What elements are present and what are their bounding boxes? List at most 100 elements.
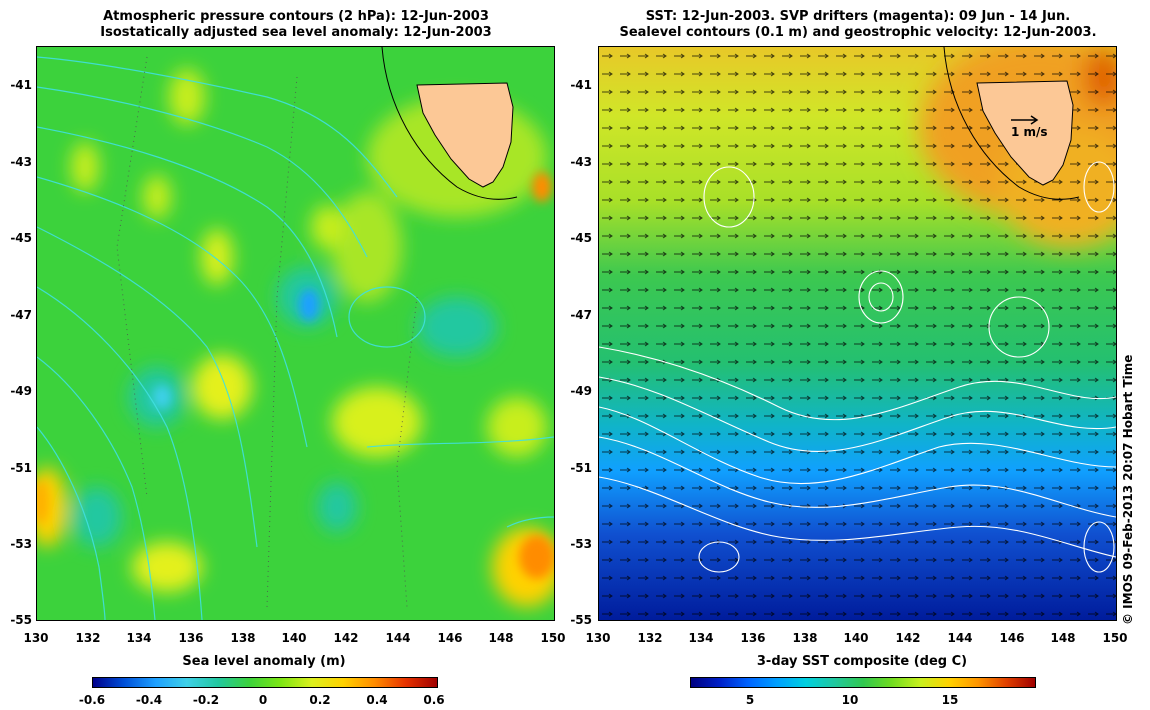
scale-arrow	[1011, 115, 1039, 125]
x-tick-label: 144	[947, 631, 973, 645]
x-tick-label: 140	[843, 631, 869, 645]
drifter-track	[116, 56, 148, 498]
x-tick-label: 130	[585, 631, 611, 645]
x-tick-label: 144	[385, 631, 411, 645]
shelf-contour	[943, 47, 1080, 200]
right-title-line1: SST: 12-Jun-2003. SVP drifters (magenta)…	[645, 9, 1071, 24]
x-tick-label: 142	[333, 631, 359, 645]
x-tick-label: 134	[688, 631, 714, 645]
pressure-contour	[37, 56, 398, 198]
pressure-contour	[37, 126, 338, 338]
sst-colorbar-title: 3-day SST composite (deg C)	[756, 654, 968, 669]
sla-blob	[72, 487, 122, 547]
x-tick-label: 130	[23, 631, 49, 645]
vector-legend-label: 1 m/s	[1011, 125, 1048, 139]
colorbar-tick-label: 5	[745, 693, 755, 707]
sealevel-contour	[868, 282, 894, 312]
y-tick-label: -41	[10, 78, 32, 92]
sealevel-contour	[988, 296, 1050, 358]
shelf-contour	[381, 47, 518, 200]
y-tick-label: -51	[10, 461, 32, 475]
y-tick-label: -55	[570, 613, 592, 627]
sst-colorbar	[690, 677, 1036, 688]
sealevel-contour	[698, 541, 740, 573]
y-tick-label: -53	[10, 537, 32, 551]
x-tick-label: 146	[999, 631, 1025, 645]
pressure-contour	[37, 226, 258, 548]
sst-map: 1 m/s	[598, 46, 1117, 621]
pressure-contour	[37, 286, 203, 620]
credit-text: © IMOS 09-Feb-2013 20:07 Hobart Time	[1121, 354, 1135, 625]
sla-blob	[169, 69, 205, 125]
sealevel-contour	[858, 270, 904, 324]
left-title-line2: Isostatically adjusted sea level anomaly…	[100, 25, 492, 40]
pressure-contour	[37, 176, 308, 448]
sla-peak	[299, 289, 319, 321]
pressure-contour	[506, 516, 554, 528]
y-tick-label: -51	[570, 461, 592, 475]
colorbar-tick-label: 0	[258, 693, 268, 707]
sla-blob	[71, 142, 99, 192]
sla-blob	[192, 355, 252, 419]
sealevel-contour	[703, 166, 755, 228]
y-tick-label: -45	[10, 231, 32, 245]
y-tick-label: -41	[570, 78, 592, 92]
sealevel-contour	[599, 476, 1116, 558]
colorbar-tick-label: 15	[941, 693, 959, 707]
pressure-contour	[37, 356, 156, 620]
x-tick-label: 132	[75, 631, 101, 645]
sealevel-contour	[599, 346, 1116, 421]
sealevel-contour	[599, 376, 1116, 453]
pressure-contour	[348, 286, 426, 348]
tasmania-land	[976, 80, 1074, 186]
colorbar-tick-label: -0.2	[192, 693, 220, 707]
sealevel-contour	[1083, 521, 1115, 573]
colorbar-tick-label: 0.6	[423, 693, 445, 707]
colorbar-tick-label: -0.4	[135, 693, 163, 707]
sla-blob	[332, 387, 422, 457]
x-tick-label: 150	[1102, 631, 1128, 645]
sla-colorbar	[92, 677, 438, 688]
drifter-track	[266, 76, 298, 608]
sealevel-contour	[1083, 161, 1115, 213]
y-tick-label: -43	[570, 155, 592, 169]
colorbar-tick-label: 0.2	[309, 693, 331, 707]
x-tick-label: 138	[230, 631, 256, 645]
y-tick-label: -49	[10, 384, 32, 398]
x-tick-label: 132	[637, 631, 663, 645]
pressure-contour	[37, 86, 368, 258]
sla-blob	[143, 175, 171, 219]
x-tick-label: 138	[792, 631, 818, 645]
sla-blob	[132, 542, 202, 592]
pressure-contour	[37, 426, 106, 620]
y-tick-label: -43	[10, 155, 32, 169]
sla-blob	[487, 397, 547, 457]
pressure-contour	[366, 436, 554, 448]
sla-blob	[311, 205, 343, 249]
x-tick-label: 140	[281, 631, 307, 645]
colorbar-tick-label: -0.6	[78, 693, 106, 707]
y-tick-label: -53	[570, 537, 592, 551]
y-tick-label: -55	[10, 613, 32, 627]
colorbar-tick-label: 0.4	[366, 693, 388, 707]
x-tick-label: 150	[540, 631, 566, 645]
x-tick-label: 136	[740, 631, 766, 645]
sla-peak	[37, 480, 49, 524]
sla-blob	[417, 297, 497, 357]
sla-blob	[317, 482, 357, 532]
x-tick-label: 146	[437, 631, 463, 645]
x-tick-label: 136	[178, 631, 204, 645]
x-tick-label: 134	[126, 631, 152, 645]
x-tick-label: 148	[1050, 631, 1076, 645]
tasmania-land	[416, 82, 514, 188]
sla-blob	[201, 229, 233, 285]
y-tick-label: -47	[10, 308, 32, 322]
sla-colorbar-title: Sea level anomaly (m)	[182, 654, 346, 669]
right-title-line2: Sealevel contours (0.1 m) and geostrophi…	[619, 25, 1097, 40]
y-tick-label: -45	[570, 231, 592, 245]
left-title-line1: Atmospheric pressure contours (2 hPa): 1…	[103, 9, 489, 24]
x-tick-label: 148	[488, 631, 514, 645]
sealevel-contour	[599, 406, 1116, 485]
sla-peak	[532, 172, 552, 202]
sea-level-anomaly-map	[36, 46, 555, 621]
